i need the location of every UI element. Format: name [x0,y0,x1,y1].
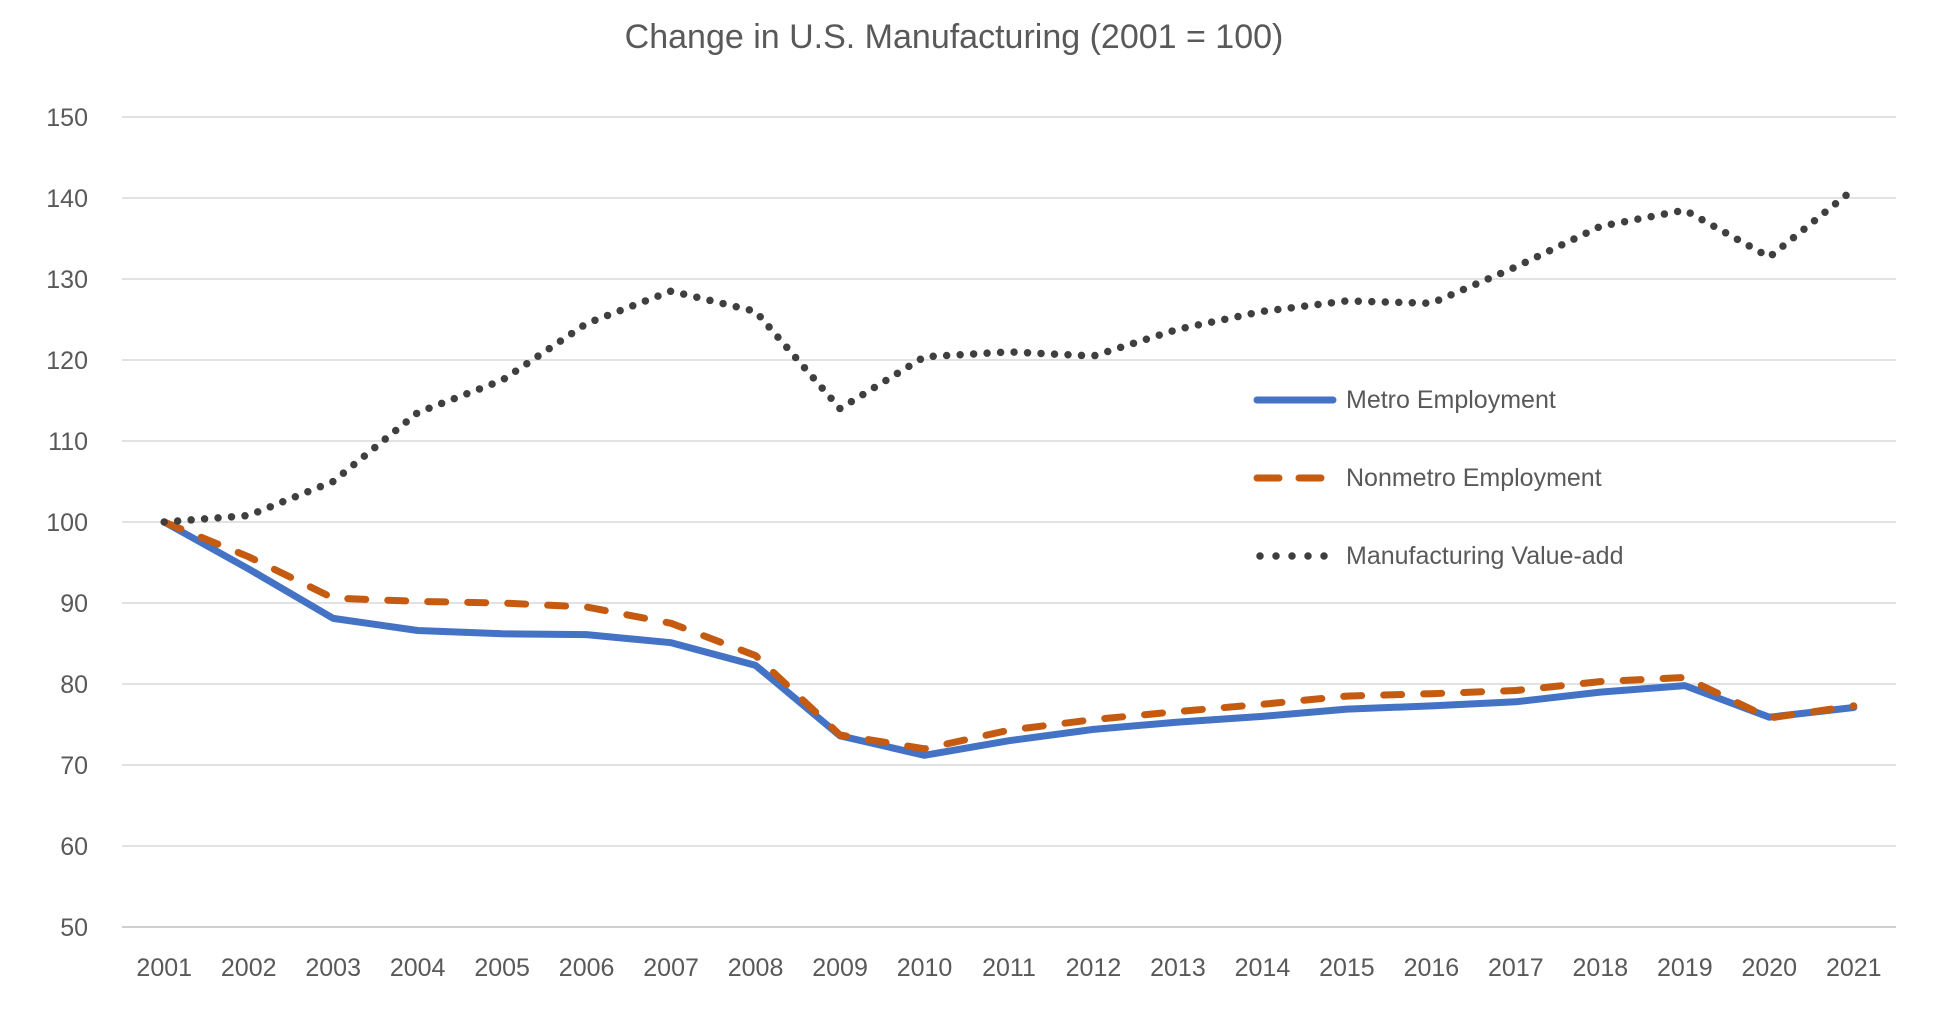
y-tick-label: 90 [60,590,88,618]
x-tick-label: 2014 [1235,954,1291,982]
legend-item-metro-employment: Metro Employment [1252,384,1624,416]
legend-item-nonmetro-employment: Nonmetro Employment [1252,462,1624,494]
y-tick-label: 140 [46,185,88,213]
y-tick-label: 60 [60,833,88,861]
x-tick-label: 2015 [1319,954,1375,982]
legend-sample-metro-line [1253,396,1337,404]
legend-label-value-add: Manufacturing Value-add [1346,541,1624,570]
series-line-metro-employment [160,518,1858,759]
legend: Metro Employment Nonmetro Employment Man… [1252,384,1624,618]
x-tick-label: 2001 [136,954,192,982]
legend-item-manufacturing-value-add: Manufacturing Value-add [1252,540,1624,572]
y-tick-label: 110 [48,428,88,456]
x-tick-label: 2006 [559,954,615,982]
y-tick-label: 130 [46,266,88,294]
x-tick-label: 2004 [390,954,446,982]
series-line-manufacturing-value-add [160,185,1858,526]
x-tick-label: 2019 [1657,954,1713,982]
x-tick-label: 2010 [897,954,953,982]
x-tick-label: 2007 [643,954,699,982]
x-tick-label: 2018 [1573,954,1629,982]
y-tick-label: 150 [46,104,88,132]
x-tick-label: 2005 [474,954,530,982]
y-tick-label: 80 [60,671,88,699]
legend-label-nonmetro: Nonmetro Employment [1346,463,1602,492]
legend-label-metro: Metro Employment [1346,385,1556,414]
chart-title: Change in U.S. Manufacturing (2001 = 100… [624,18,1284,56]
x-tick-label: 2013 [1150,954,1206,982]
x-tick-label: 2012 [1066,954,1122,982]
y-tick-label: 100 [46,509,88,537]
x-tick-label: 2002 [221,954,277,982]
x-tick-label: 2009 [812,954,868,982]
x-tick-label: 2017 [1488,954,1544,982]
x-tick-label: 2011 [982,954,1036,982]
x-tick-label: 2008 [728,954,784,982]
y-tick-label: 50 [60,914,88,942]
x-tick-label: 2020 [1741,954,1797,982]
y-tick-label: 120 [46,347,88,375]
x-tick-label: 2016 [1404,954,1460,982]
y-tick-label: 70 [60,752,88,780]
legend-sample-value-add-line [1256,552,1334,560]
legend-sample-nonmetro-line [1253,474,1337,482]
series-line-nonmetro-employment [160,518,1858,753]
x-tick-label: 2021 [1826,954,1882,982]
x-tick-label: 2003 [305,954,361,982]
